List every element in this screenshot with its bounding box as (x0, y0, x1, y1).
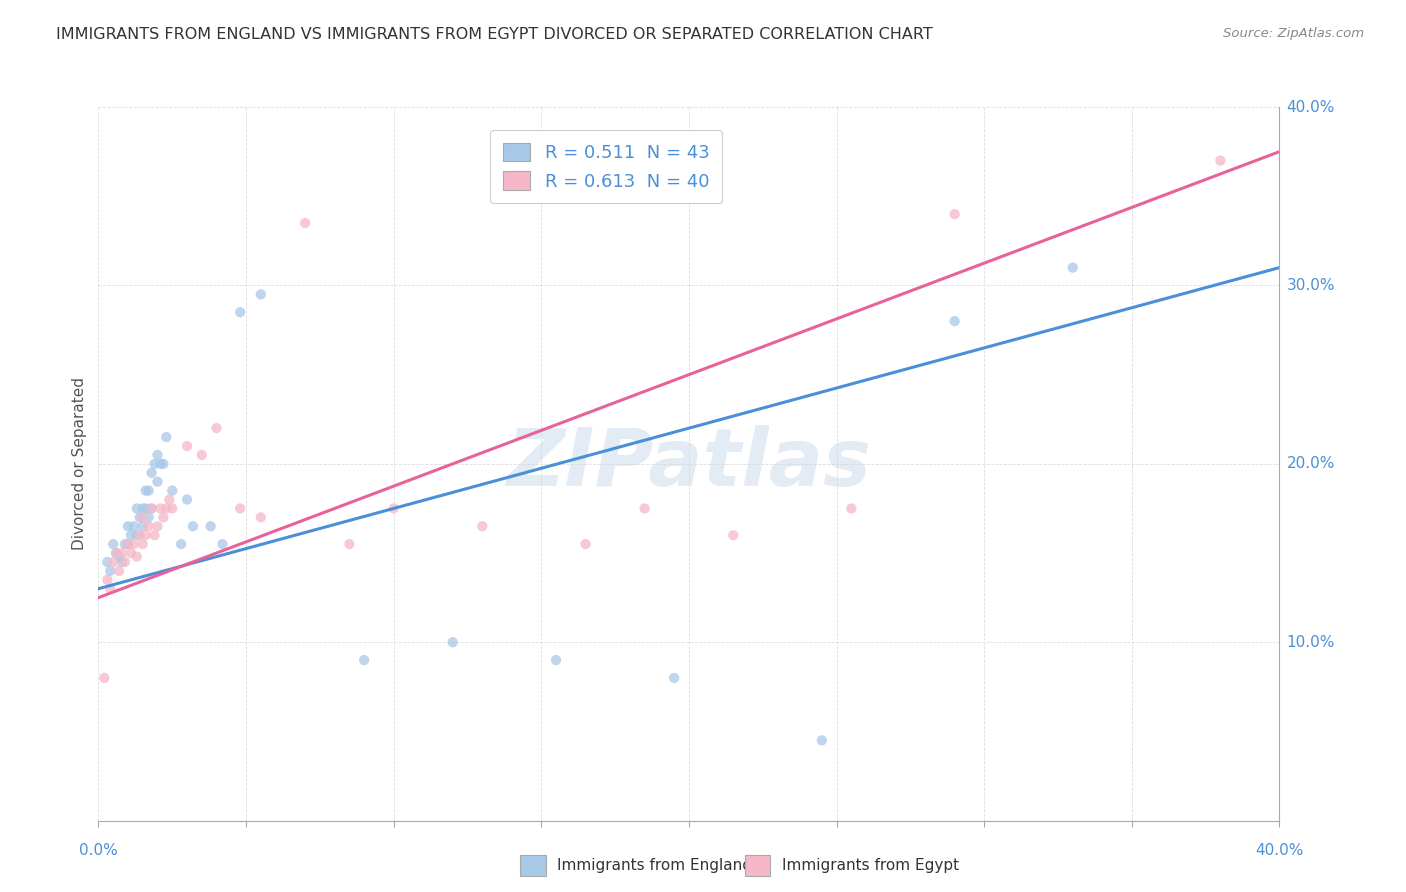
Point (128, 528, 150, 542)
Point (337, 537, 360, 551)
Point (128, 510, 150, 524)
Point (382, 501, 405, 516)
Point (122, 537, 145, 551)
Text: ZIPatlas: ZIPatlas (506, 425, 872, 503)
Point (96, 573, 118, 587)
Point (143, 457, 166, 471)
Point (200, 519, 222, 533)
Text: Source: ZipAtlas.com: Source: ZipAtlas.com (1223, 27, 1364, 40)
Point (229, 305, 252, 319)
Point (574, 537, 596, 551)
Point (141, 501, 163, 516)
Point (441, 635, 464, 649)
Text: 40.0%: 40.0% (1256, 843, 1303, 858)
Point (120, 546, 142, 560)
Point (810, 733, 832, 747)
Text: 40.0%: 40.0% (1286, 100, 1334, 114)
Point (471, 519, 494, 533)
Text: 30.0%: 30.0% (1286, 278, 1334, 293)
Point (191, 448, 214, 462)
Point (132, 501, 155, 516)
Point (1209, 153, 1232, 168)
Point (122, 519, 145, 533)
Point (138, 510, 160, 524)
Point (132, 510, 155, 524)
Point (1062, 260, 1084, 275)
Point (125, 528, 148, 542)
Point (211, 537, 233, 551)
Point (114, 537, 136, 551)
Point (96, 555, 118, 569)
Point (135, 528, 157, 542)
Point (93, 671, 115, 685)
Point (157, 492, 180, 507)
Point (162, 501, 183, 516)
Text: IMMIGRANTS FROM ENGLAND VS IMMIGRANTS FROM EGYPT DIVORCED OR SEPARATED CORRELATI: IMMIGRANTS FROM ENGLAND VS IMMIGRANTS FR… (56, 27, 934, 42)
Point (721, 528, 744, 542)
Point (143, 528, 166, 542)
Point (176, 492, 198, 507)
Point (114, 555, 136, 569)
Point (146, 448, 169, 462)
Point (105, 546, 128, 560)
Legend: R = 0.511  N = 43, R = 0.613  N = 40: R = 0.511 N = 43, R = 0.613 N = 40 (491, 130, 723, 203)
Point (98, 564, 121, 578)
Point (125, 501, 148, 516)
Point (250, 510, 273, 524)
Point (117, 537, 139, 551)
Point (943, 207, 966, 221)
Point (162, 483, 183, 498)
Point (181, 519, 204, 533)
Point (103, 537, 125, 551)
Point (108, 564, 131, 578)
Point (138, 483, 160, 498)
Point (138, 519, 160, 533)
Point (353, 653, 375, 667)
Text: 10.0%: 10.0% (1286, 635, 1334, 649)
Point (108, 549, 131, 564)
Text: 0.0%: 0.0% (79, 843, 118, 858)
Point (155, 430, 177, 444)
Point (117, 537, 139, 551)
Point (152, 457, 174, 471)
Point (633, 501, 655, 516)
Point (149, 457, 172, 471)
Point (152, 510, 174, 524)
Point (98, 582, 121, 596)
Point (205, 421, 228, 435)
Point (229, 501, 252, 516)
Point (839, 501, 862, 516)
Y-axis label: Divorced or Separated: Divorced or Separated (72, 377, 87, 550)
Point (132, 537, 155, 551)
Point (111, 555, 134, 569)
Point (294, 216, 316, 230)
Point (146, 519, 169, 533)
Point (170, 537, 193, 551)
Point (120, 528, 142, 542)
Point (544, 653, 567, 667)
Point (135, 483, 157, 498)
Text: 20.0%: 20.0% (1286, 457, 1334, 471)
Point (155, 501, 177, 516)
Point (105, 546, 128, 560)
Point (149, 501, 172, 516)
Point (664, 671, 686, 685)
Point (250, 287, 273, 301)
Text: Immigrants from England: Immigrants from England (557, 858, 752, 873)
Point (146, 475, 169, 489)
Point (125, 549, 148, 564)
Point (132, 519, 155, 533)
Point (176, 439, 198, 453)
Point (141, 466, 163, 480)
Point (141, 501, 163, 516)
Point (117, 519, 139, 533)
Point (111, 546, 134, 560)
Point (135, 501, 157, 516)
Point (943, 314, 966, 328)
Text: Immigrants from Egypt: Immigrants from Egypt (782, 858, 959, 873)
Point (103, 555, 125, 569)
